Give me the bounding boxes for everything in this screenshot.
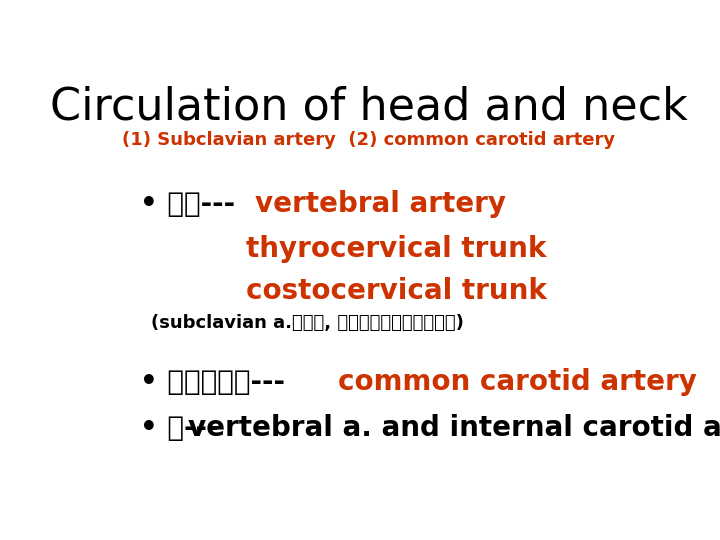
Text: Circulation of head and neck: Circulation of head and neck — [50, 85, 688, 129]
Text: • 頸根---: • 頸根--- — [140, 190, 245, 218]
Text: costocervical trunk: costocervical trunk — [246, 277, 547, 305]
Text: • 頸部及頭部---: • 頸部及頭部--- — [140, 368, 285, 396]
Text: vertebral a. and internal carotid a.: vertebral a. and internal carotid a. — [188, 414, 720, 442]
Text: vertebral artery: vertebral artery — [255, 190, 505, 218]
Text: thyrocervical trunk: thyrocervical trunk — [246, 235, 546, 264]
Text: (subclavian a.的分支, 位在前斜角肌內側及後側): (subclavian a.的分支, 位在前斜角肌內側及後側) — [151, 314, 464, 332]
Text: (1) Subclavian artery  (2) common carotid artery: (1) Subclavian artery (2) common carotid… — [122, 131, 616, 150]
Text: • 腦---: • 腦--- — [140, 414, 219, 442]
Text: common carotid artery: common carotid artery — [338, 368, 697, 396]
